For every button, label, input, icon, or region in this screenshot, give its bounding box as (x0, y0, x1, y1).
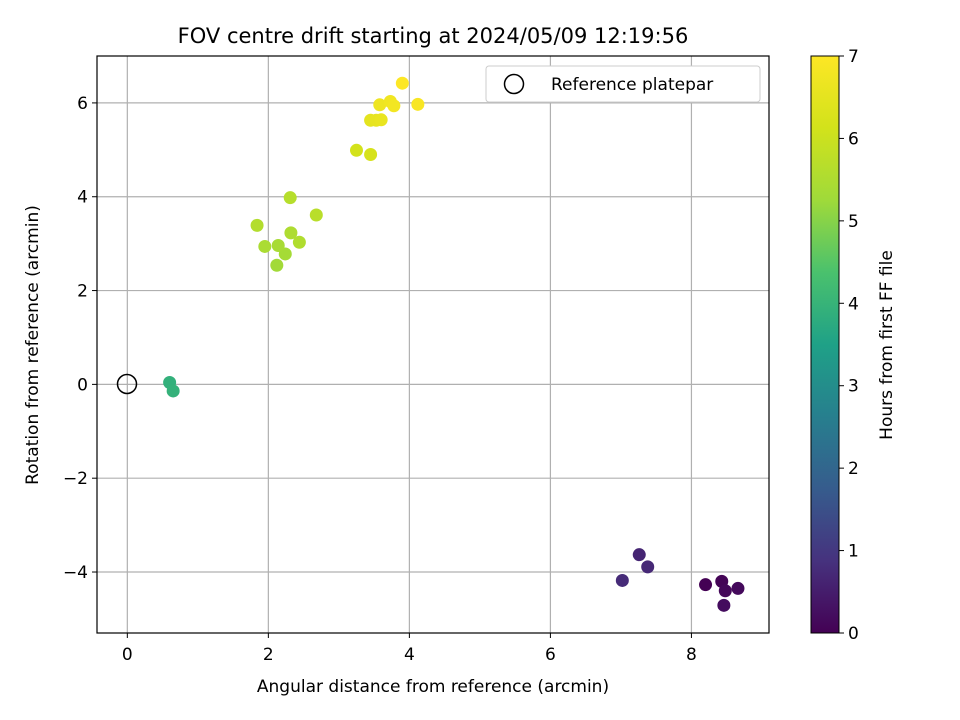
data-point (615, 573, 629, 587)
x-tick-label: 8 (686, 645, 697, 665)
colorbar-tick-label: 6 (848, 129, 859, 149)
x-axis-ticks: 0 2 4 6 8 (122, 633, 697, 665)
legend-box (485, 65, 761, 103)
y-tick-label: 0 (77, 375, 88, 395)
data-point (632, 548, 646, 562)
y-axis-label: Rotation from reference (arcmin) (23, 205, 43, 485)
legend: Reference platepar (485, 65, 761, 103)
data-point (309, 208, 323, 222)
data-point (284, 226, 298, 240)
data-point (411, 97, 425, 111)
x-tick-label: 2 (263, 645, 274, 665)
colorbar (810, 55, 840, 634)
colorbar-ticks: 0 1 2 3 4 5 6 7 (839, 47, 859, 644)
data-point (270, 258, 284, 272)
y-tick-label: −4 (63, 563, 88, 583)
reference-platepar-marker (116, 373, 138, 395)
data-point (373, 98, 387, 112)
data-points (163, 76, 745, 612)
colorbar-tick-label: 4 (848, 294, 859, 314)
colorbar-tick-label: 0 (848, 624, 859, 644)
x-axis-label: Angular distance from reference (arcmin) (257, 677, 609, 697)
plot-frame (96, 55, 770, 634)
data-point (374, 113, 388, 127)
data-point (641, 560, 655, 574)
data-point (718, 584, 732, 598)
data-point (717, 598, 731, 612)
data-point (699, 578, 713, 592)
colorbar-tick-label: 3 (848, 377, 859, 397)
y-tick-label: 6 (77, 94, 88, 114)
data-point (395, 76, 409, 90)
data-point (283, 191, 297, 205)
data-point (258, 239, 272, 253)
data-point (250, 218, 264, 232)
chart-title: FOV centre drift starting at 2024/05/09 … (178, 24, 689, 48)
y-tick-label: −2 (63, 469, 88, 489)
data-point (271, 239, 285, 253)
x-tick-label: 6 (545, 645, 556, 665)
data-point (731, 581, 745, 595)
data-point (292, 235, 306, 249)
data-point (364, 148, 378, 162)
colorbar-tick-label: 1 (848, 542, 859, 562)
legend-label: Reference platepar (551, 75, 713, 95)
x-tick-label: 0 (122, 645, 133, 665)
colorbar-tick-label: 7 (848, 47, 859, 67)
data-point (349, 143, 363, 157)
y-axis-ticks: −4 −2 0 2 4 6 (63, 94, 97, 583)
data-point (387, 99, 401, 113)
y-tick-label: 4 (77, 188, 88, 208)
colorbar-label: Hours from first FF file (877, 250, 897, 440)
y-tick-label: 2 (77, 282, 88, 302)
data-point (166, 384, 180, 398)
colorbar-tick-label: 2 (848, 459, 859, 479)
legend-marker-icon (503, 73, 525, 95)
colorbar-tick-label: 5 (848, 212, 859, 232)
grid-lines (97, 56, 769, 633)
x-tick-label: 4 (404, 645, 415, 665)
